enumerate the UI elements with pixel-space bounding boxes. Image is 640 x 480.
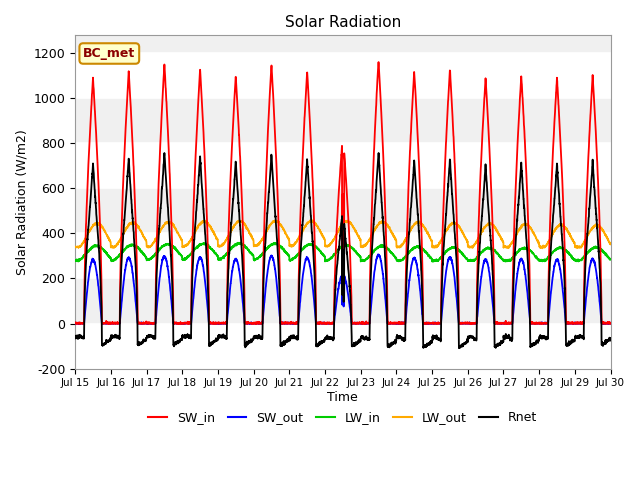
Text: BC_met: BC_met: [83, 47, 136, 60]
X-axis label: Time: Time: [328, 391, 358, 404]
Bar: [75, 144, 611, 189]
Y-axis label: Solar Radiation (W/m2): Solar Radiation (W/m2): [15, 129, 28, 275]
Bar: [75, 233, 611, 278]
Bar: [75, 324, 611, 369]
Title: Solar Radiation: Solar Radiation: [285, 15, 401, 30]
Legend: SW_in, SW_out, LW_in, LW_out, Rnet: SW_in, SW_out, LW_in, LW_out, Rnet: [143, 406, 542, 429]
Bar: [75, 53, 611, 98]
